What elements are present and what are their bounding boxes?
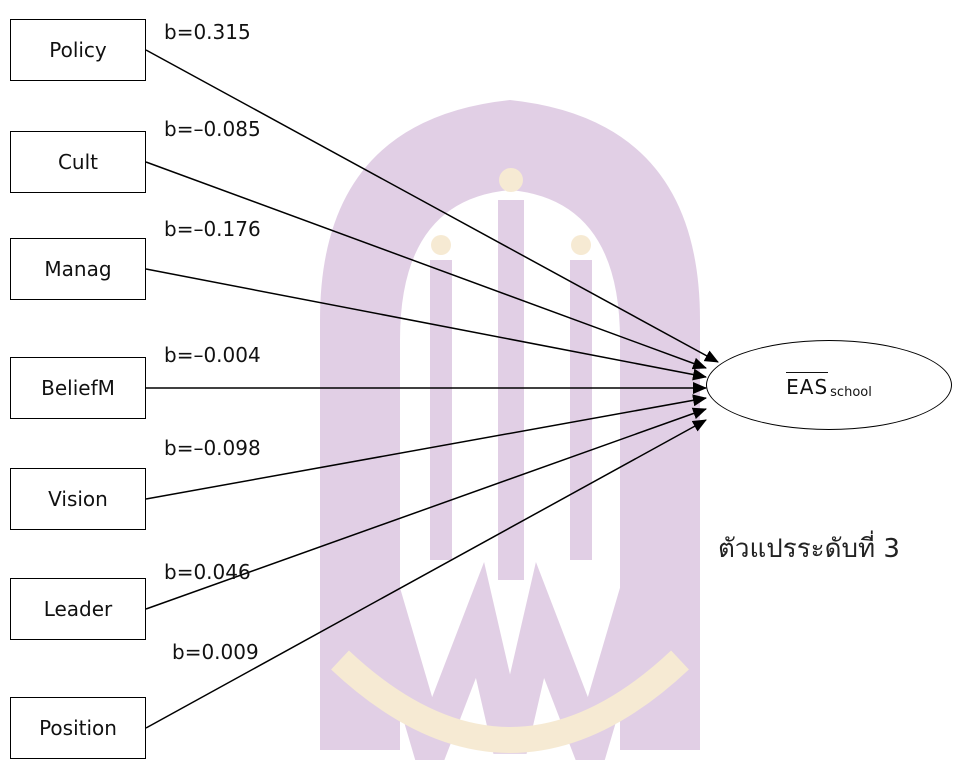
- coefficient-label-position: b=0.009: [172, 640, 259, 664]
- coefficient-label-cult: b=–0.085: [164, 117, 261, 141]
- outcome-ellipse: EAS school: [706, 340, 952, 430]
- predictor-box-cult: Cult: [10, 131, 146, 193]
- predictor-box-policy: Policy: [10, 19, 146, 81]
- emblem-flame-3: [571, 235, 591, 255]
- emblem-flame-1: [431, 235, 451, 255]
- predictor-label-position: Position: [39, 716, 117, 740]
- emblem-arch: [320, 100, 700, 750]
- emblem-ring: [331, 650, 689, 753]
- predictor-box-leader: Leader: [10, 578, 146, 640]
- emblem-tower-left: [430, 260, 452, 560]
- emblem-tower-center: [498, 200, 524, 580]
- emblem-flame-2: [499, 168, 523, 192]
- emblem-base-w: [363, 562, 657, 760]
- predictor-label-leader: Leader: [43, 597, 113, 621]
- predictor-label-beliefm: BeliefM: [41, 376, 115, 400]
- predictor-box-vision: Vision: [10, 468, 146, 530]
- predictor-label-cult: Cult: [57, 150, 99, 174]
- coefficient-label-policy: b=0.315: [164, 20, 251, 44]
- path-arrow-cult: [145, 161, 707, 370]
- path-arrow-position: [145, 419, 707, 729]
- path-arrow-policy: [145, 49, 719, 363]
- predictor-label-manag: Manag: [44, 257, 112, 281]
- university-emblem-watermark: [320, 100, 700, 760]
- coefficient-label-vision: b=–0.098: [164, 436, 261, 460]
- predictor-box-position: Position: [10, 697, 146, 759]
- coefficient-label-beliefm: b=–0.004: [164, 343, 261, 367]
- predictor-label-vision: Vision: [48, 487, 108, 511]
- path-arrow-vision: [145, 394, 707, 500]
- level-label: ตัวแปรระดับที่ 3: [718, 534, 900, 564]
- path-arrow-manag: [145, 268, 707, 381]
- outcome-mean-symbol: EAS: [786, 371, 829, 399]
- predictor-box-manag: Manag: [10, 238, 146, 300]
- predictor-label-policy: Policy: [49, 38, 107, 62]
- predictor-box-beliefm: BeliefM: [10, 357, 146, 419]
- coefficient-label-manag: b=–0.176: [164, 217, 261, 241]
- outcome-label: EAS school: [786, 371, 872, 400]
- coefficient-label-leader: b=0.046: [164, 560, 251, 584]
- outcome-subscript: school: [830, 384, 872, 400]
- path-arrow-leader: [145, 407, 707, 610]
